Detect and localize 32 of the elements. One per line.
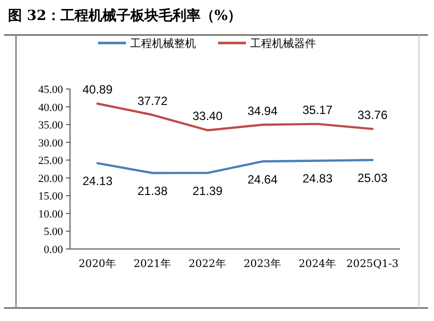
x-tick-label: 2020年 [78,258,116,270]
y-tick-label: 10.00 [38,208,64,220]
y-tick-label: 25.00 [38,155,64,168]
y-tick-label: 15.00 [38,190,64,203]
line-series [96,158,374,174]
data-label: 40.89 [82,82,113,97]
y-tick-label: 5.00 [44,226,64,238]
data-label: 24.64 [247,172,278,186]
data-label: 21.39 [192,184,223,198]
data-label: 24.13 [82,174,113,188]
data-label: 37.72 [137,94,168,108]
y-tick-label: 35.00 [38,120,64,132]
data-label: 34.94 [247,104,278,118]
legend-label: 工程机械整机 [130,37,196,50]
x-tick-label: 2023年 [244,258,282,270]
data-label: 35.17 [302,102,333,117]
y-tick-label: 40.00 [38,102,64,114]
data-label: 24.83 [302,172,333,186]
legend-label: 工程机械器件 [250,37,316,50]
y-tick-label: 45.00 [38,84,64,96]
y-tick-label: 20.00 [38,172,64,185]
data-label: 33.76 [357,108,388,122]
x-tick-label: 2024年 [298,258,336,270]
x-tick-label: 2025Q1-3 [346,258,399,270]
chart-title: 图 32：工程机械子板块毛利率（%） [8,7,242,24]
x-tick-label: 2021年 [134,258,172,270]
y-tick-label: 0.00 [44,244,64,256]
data-label: 21.38 [137,184,168,198]
data-label: 33.40 [192,109,223,124]
x-tick-label: 2022年 [188,258,226,270]
y-tick-label: 30.00 [38,137,64,150]
data-label: 25.03 [357,171,388,186]
